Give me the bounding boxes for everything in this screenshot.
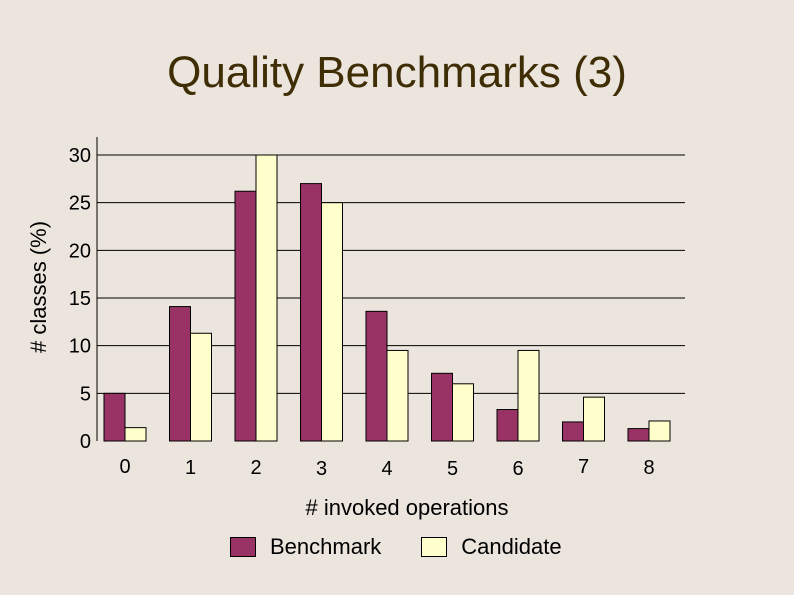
y-tick-label: 5 [80, 383, 91, 405]
y-tick-label: 15 [69, 288, 91, 310]
bar-benchmark-5 [431, 372, 453, 442]
y-tick-label: 20 [69, 240, 91, 262]
x-tick-labels: 0 1 2 3 4 5 6 7 8 [119, 456, 654, 480]
bar-benchmark-3 [300, 183, 322, 442]
bar-benchmark-2 [234, 190, 257, 442]
bar-candidate-5 [452, 383, 474, 442]
bar-candidate-4 [386, 349, 409, 442]
bar-benchmark-0 [103, 392, 126, 442]
legend-item-benchmark: Benchmark [230, 534, 381, 560]
bar-candidate-8 [648, 420, 671, 442]
bar-candidate-1 [190, 332, 212, 442]
x-tick-label: 3 [316, 458, 327, 480]
bar-benchmark-1 [169, 306, 191, 442]
legend: Benchmark Candidate [230, 533, 602, 561]
bar-benchmark-8 [627, 428, 650, 442]
x-tick-label: 0 [119, 456, 130, 478]
x-tick-label: 6 [512, 458, 523, 480]
bar-candidate-6 [517, 349, 540, 442]
y-tick-label: 30 [69, 145, 91, 167]
legend-swatch-candidate [421, 537, 448, 557]
y-tick-label: 25 [69, 193, 91, 215]
y-tick-label: 0 [80, 431, 91, 453]
x-axis-label: # invoked operations [305, 495, 508, 520]
bar-benchmark-7 [562, 421, 584, 442]
legend-item-candidate: Candidate [421, 534, 562, 560]
legend-label-candidate: Candidate [461, 534, 562, 559]
y-axis-label: # classes (%) [26, 221, 51, 353]
bar-candidate-7 [583, 396, 605, 442]
bar-benchmark-6 [496, 409, 519, 442]
legend-swatch-benchmark [230, 537, 256, 557]
legend-label-benchmark: Benchmark [270, 534, 382, 559]
bar-candidate-3 [321, 202, 343, 442]
bar-candidate-0 [124, 427, 147, 442]
bars [103, 154, 671, 442]
x-tick-label: 7 [578, 456, 589, 478]
x-tick-label: 2 [250, 457, 261, 479]
x-tick-label: 8 [643, 457, 654, 479]
bar-benchmark-4 [365, 310, 388, 442]
chart-title: Quality Benchmarks (3) [167, 48, 627, 97]
x-tick-label: 5 [447, 458, 458, 480]
y-tick-label: 10 [69, 336, 91, 358]
bar-candidate-2 [255, 154, 278, 442]
x-tick-label: 1 [185, 457, 196, 479]
x-tick-label: 4 [381, 458, 392, 480]
y-tick-labels: 0 5 10 15 20 25 30 [69, 145, 91, 453]
